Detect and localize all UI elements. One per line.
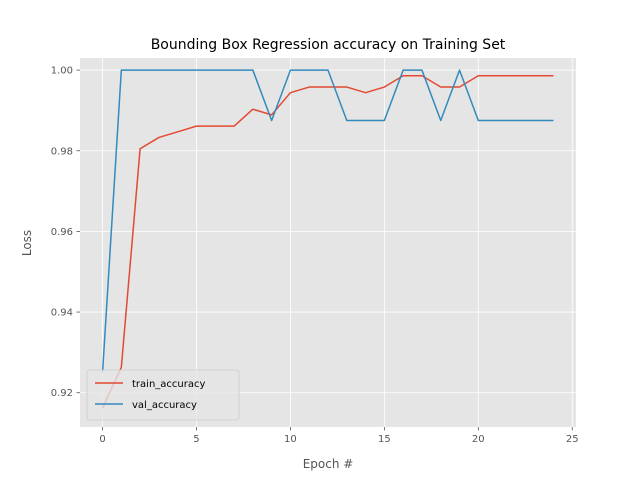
series-line-val-accuracy — [101, 69, 554, 373]
y-tick-label: 1.00 — [51, 66, 73, 77]
chart-title: Bounding Box Regression accuracy on Trai… — [151, 37, 506, 53]
legend-frame — [86, 369, 240, 421]
x-tick-label: 25 — [566, 434, 579, 445]
y-tick-label: 0.98 — [51, 146, 73, 157]
y-axis-label: Loss — [20, 230, 34, 256]
series-line-train-accuracy — [101, 74, 554, 409]
y-axis-ticks: 0.92 0.94 0.96 0.98 1.00 — [51, 66, 80, 399]
x-tick-label: 10 — [284, 434, 297, 445]
legend-label: train_accuracy — [132, 379, 205, 390]
series-layer — [101, 69, 554, 409]
y-tick-label: 0.92 — [51, 388, 73, 399]
legend-label: val_accuracy — [132, 400, 197, 411]
x-tick-label: 20 — [472, 434, 485, 445]
x-tick-label: 0 — [99, 434, 105, 445]
x-tick-label: 15 — [378, 434, 391, 445]
plot-area — [80, 58, 576, 427]
y-tick-label: 0.94 — [51, 308, 73, 319]
legend: train_accuracy val_accuracy — [86, 369, 240, 421]
y-tick-label: 0.96 — [51, 227, 73, 238]
x-axis-label: Epoch # — [303, 457, 354, 471]
x-axis-ticks: 0 5 10 15 20 25 — [99, 427, 579, 445]
x-tick-label: 5 — [193, 434, 199, 445]
